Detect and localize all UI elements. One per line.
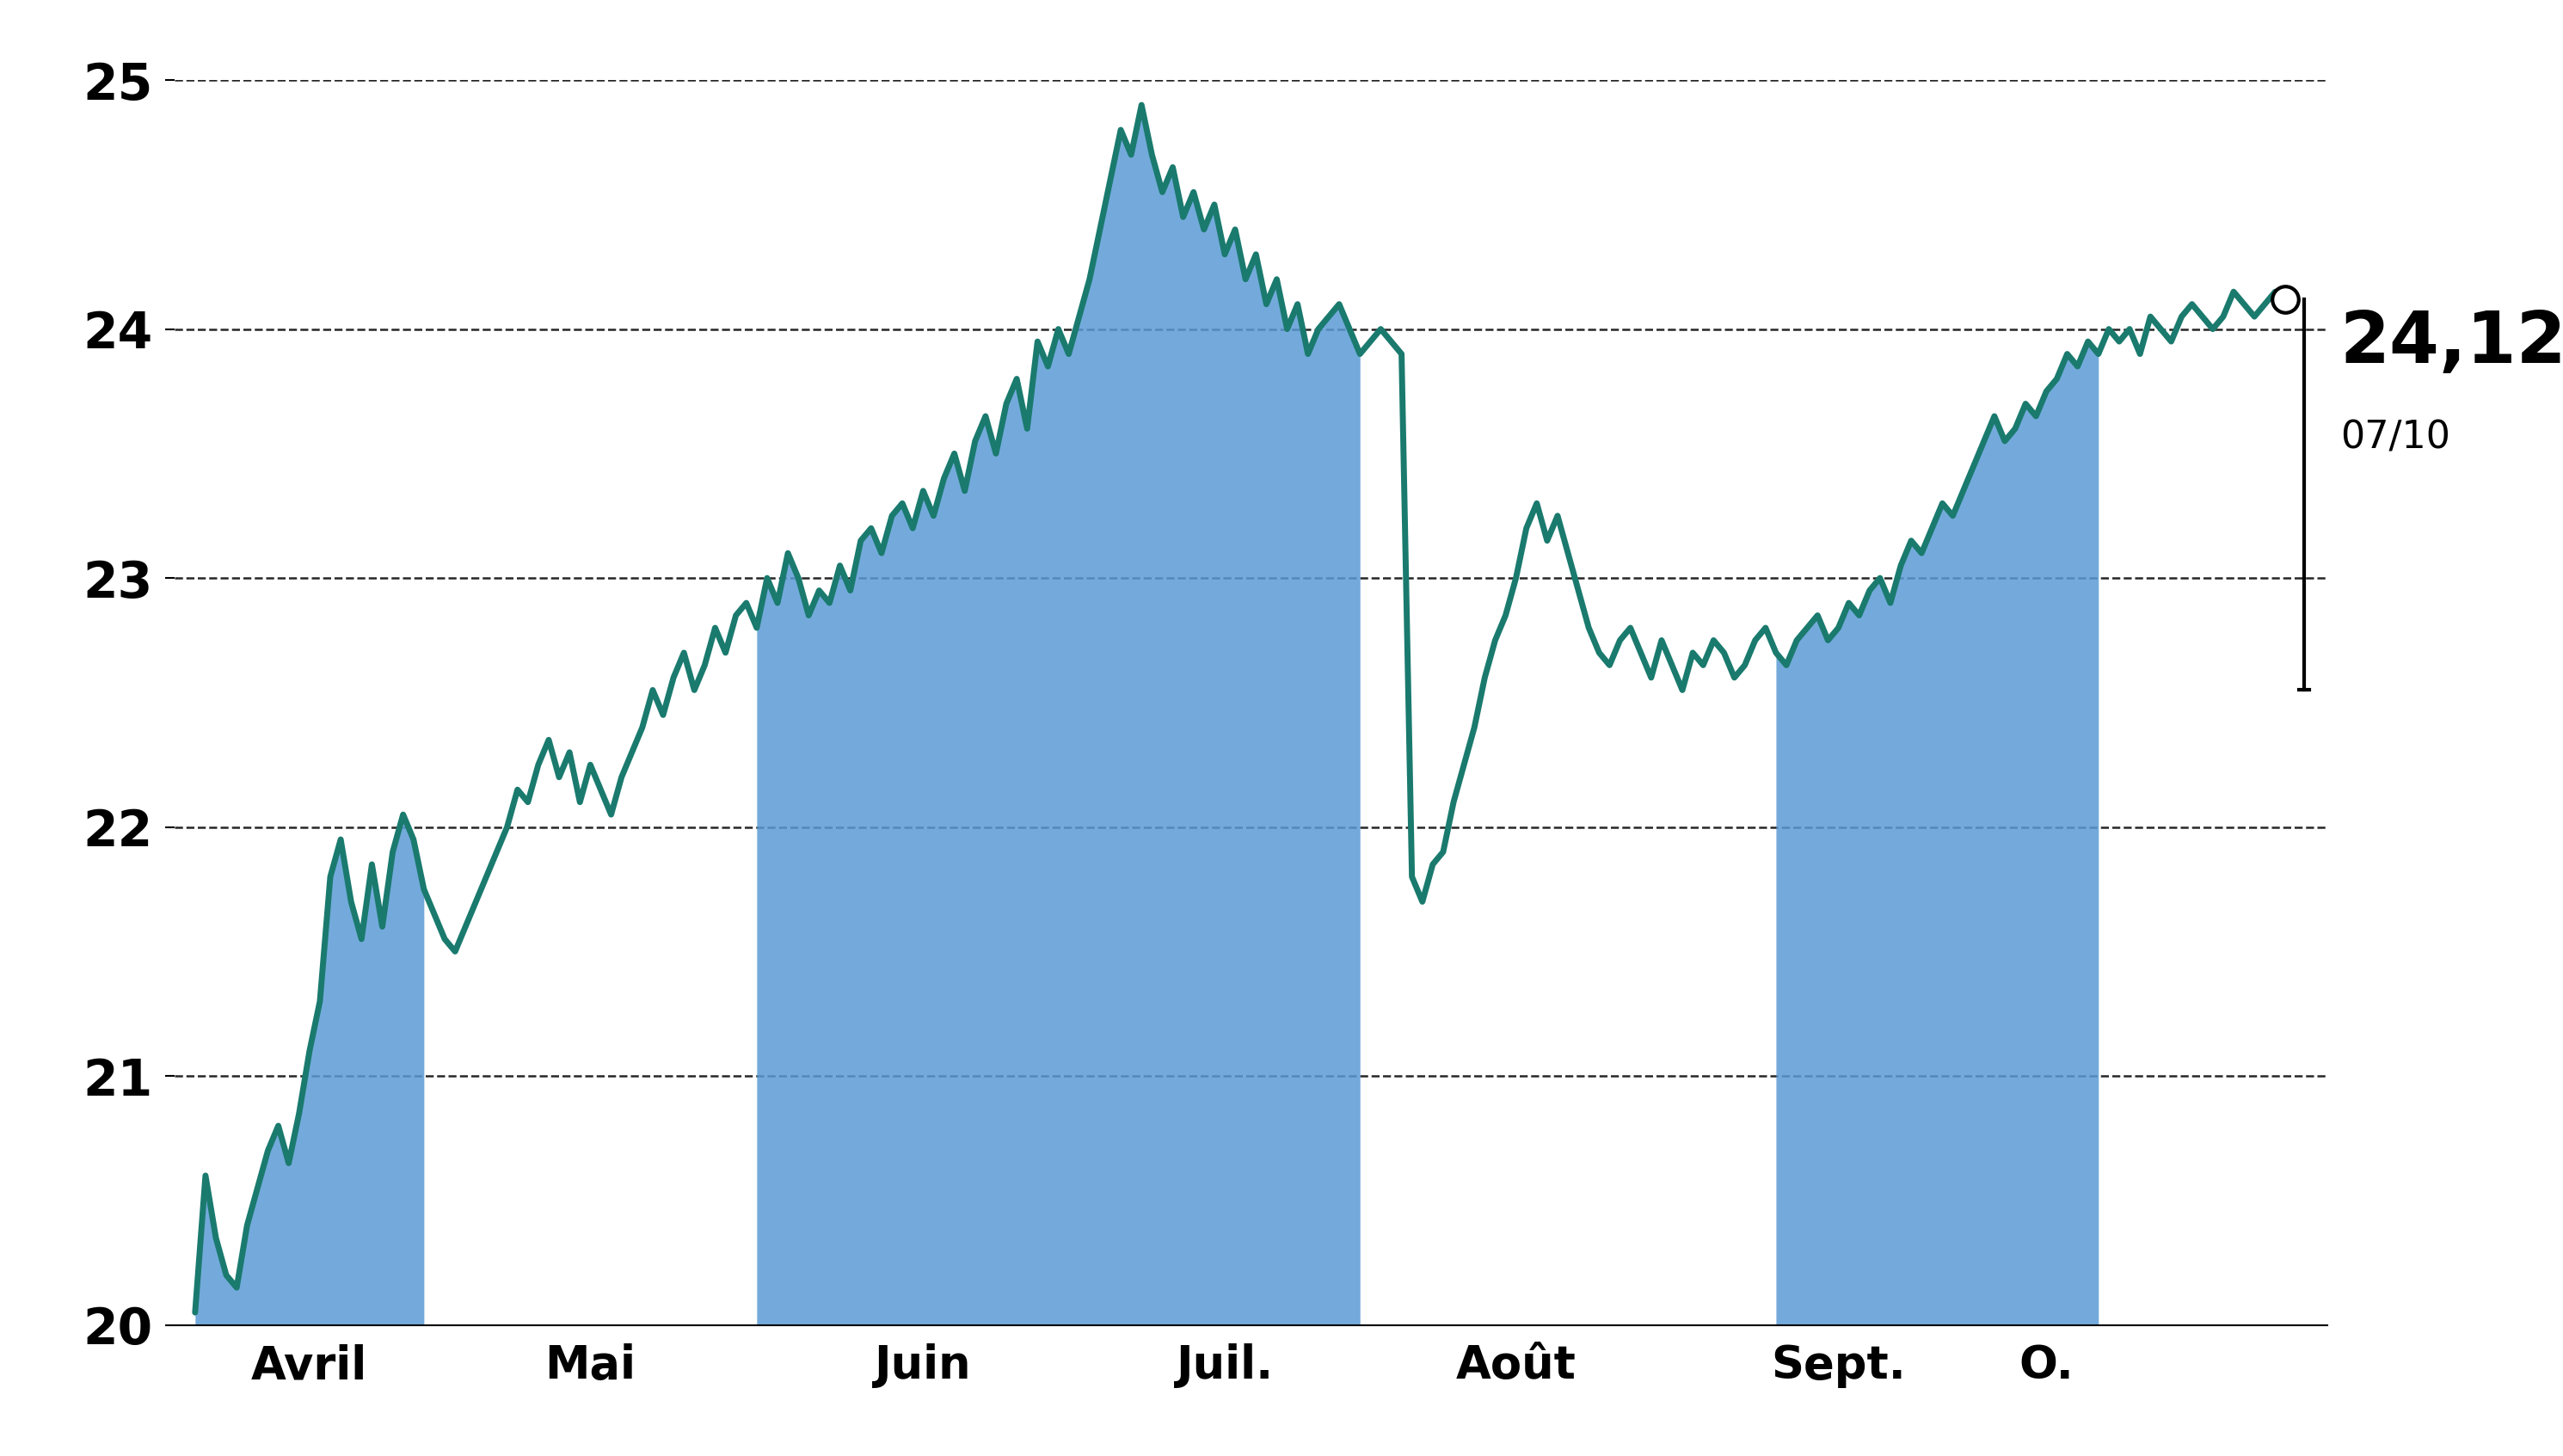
Text: Gladstone Capital Corporation: Gladstone Capital Corporation [466,39,2097,132]
Text: 07/10: 07/10 [2340,419,2450,456]
Text: 24,12: 24,12 [2340,309,2563,377]
